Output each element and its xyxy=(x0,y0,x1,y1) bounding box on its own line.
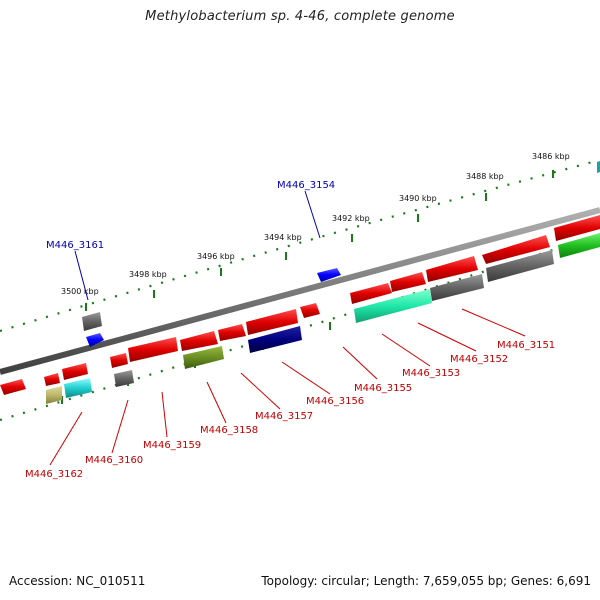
gene-arrow[interactable] xyxy=(317,268,341,282)
scale-label: 3490 kbp xyxy=(399,194,437,203)
genome-summary-text: Topology: circular; Length: 7,659,055 bp… xyxy=(261,574,591,588)
gene-arrow[interactable] xyxy=(128,337,178,362)
reverse-genes xyxy=(0,215,600,404)
scale-label: 3498 kbp xyxy=(129,270,167,279)
gene-arrow[interactable] xyxy=(597,161,600,173)
scale-label: 3496 kbp xyxy=(197,252,235,261)
gene-arrow[interactable] xyxy=(482,235,550,264)
gene-arrow[interactable] xyxy=(46,386,62,404)
gene-label[interactable]: M446_3155 xyxy=(354,383,412,394)
scale-label: 3494 kbp xyxy=(264,233,302,242)
forward-genes xyxy=(82,161,600,347)
gene-arrow[interactable] xyxy=(110,353,128,368)
leader-lines-forward xyxy=(74,190,321,301)
gene-arrow[interactable] xyxy=(426,256,478,282)
gene-arrow[interactable] xyxy=(62,363,88,380)
gene-arrow[interactable] xyxy=(486,250,554,282)
gene-label[interactable]: M446_3153 xyxy=(402,368,460,379)
gene-arrow[interactable] xyxy=(44,373,60,386)
gene-arrow[interactable] xyxy=(114,370,134,387)
gene-arrow[interactable] xyxy=(558,233,600,258)
gene-arrow[interactable] xyxy=(246,309,298,335)
forward-scale-arc xyxy=(0,158,600,333)
scale-label: 3488 kbp xyxy=(466,172,504,181)
gene-label[interactable]: M446_3162 xyxy=(25,469,83,480)
gene-label[interactable]: M446_3151 xyxy=(497,340,555,351)
gene-arrow[interactable] xyxy=(82,312,102,331)
gene-label[interactable]: M446_3157 xyxy=(255,411,313,422)
leader-lines-reverse xyxy=(49,308,526,466)
gene-label[interactable]: M446_3152 xyxy=(450,354,508,365)
gene-arrow[interactable] xyxy=(180,331,218,351)
gene-arrow[interactable] xyxy=(183,346,224,369)
gene-arrow[interactable] xyxy=(300,303,320,318)
gene-label[interactable]: M446_3154 xyxy=(277,180,335,191)
gene-label[interactable]: M446_3159 xyxy=(143,440,201,451)
gene-arrow[interactable] xyxy=(430,274,484,301)
genome-backbone xyxy=(0,207,600,375)
map-title: Methylobacterium sp. 4-46, complete geno… xyxy=(145,9,455,24)
gene-arrow[interactable] xyxy=(218,324,246,341)
gene-label[interactable]: M446_3160 xyxy=(85,455,143,466)
scale-label: 3492 kbp xyxy=(332,214,370,223)
gene-arrow[interactable] xyxy=(0,379,26,395)
gene-label[interactable]: M446_3156 xyxy=(306,396,364,407)
gene-label[interactable]: M446_3161 xyxy=(46,240,104,251)
gene-arrow[interactable] xyxy=(64,378,92,398)
gene-arrow[interactable] xyxy=(390,272,426,292)
gene-arrow[interactable] xyxy=(554,215,600,241)
accession-text: Accession: NC_010511 xyxy=(9,574,146,588)
gene-label[interactable]: M446_3158 xyxy=(200,425,258,436)
gene-arrow[interactable] xyxy=(248,326,302,353)
gene-arrow[interactable] xyxy=(86,333,104,347)
scale-label: 3486 kbp xyxy=(532,152,570,161)
scale-label: 3500 kbp xyxy=(61,287,99,296)
gene-arrow[interactable] xyxy=(354,289,432,323)
gene-arrow[interactable] xyxy=(350,283,392,304)
